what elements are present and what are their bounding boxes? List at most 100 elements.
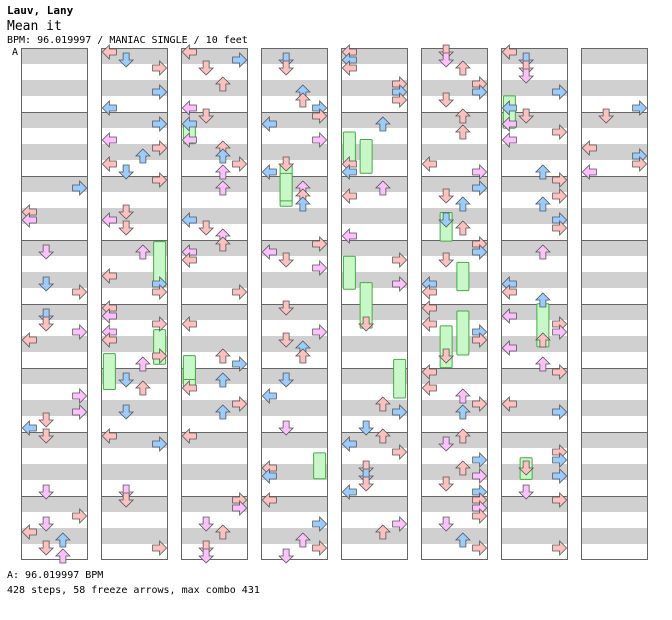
step-arrow (152, 436, 168, 452)
beat-band (581, 240, 648, 256)
step-arrow (152, 116, 168, 132)
step-arrow (232, 356, 248, 372)
freeze-arrow (279, 172, 293, 202)
freeze-arrow (342, 255, 356, 290)
bpm-footer: A: 96.019997 BPM (7, 570, 104, 581)
step-arrow (438, 516, 455, 532)
step-arrow (454, 428, 471, 444)
step-arrow (181, 380, 197, 396)
step-arrow (421, 284, 437, 300)
beat-band (421, 112, 488, 128)
beat-band (421, 48, 488, 64)
step-arrow (501, 284, 517, 300)
step-arrow (472, 332, 488, 348)
step-arrow (501, 100, 517, 116)
beat-band (101, 464, 168, 480)
step-arrow (278, 300, 295, 316)
step-arrow (438, 44, 455, 60)
step-arrow (552, 540, 568, 556)
step-arrow (358, 468, 375, 484)
step-arrow (21, 332, 37, 348)
beat-band (421, 176, 488, 192)
beat-band (101, 144, 168, 160)
beat-band (21, 240, 88, 256)
beat-band (421, 368, 488, 384)
step-arrow (552, 220, 568, 236)
step-arrow (552, 172, 568, 188)
beat-band (501, 432, 568, 448)
beat-band (21, 336, 88, 352)
step-arrow (214, 348, 231, 364)
step-arrow (454, 60, 471, 76)
step-arrow (232, 500, 248, 516)
beat-band (101, 176, 168, 192)
beat-band (101, 80, 168, 96)
beat-band (21, 464, 88, 480)
step-arrow (312, 236, 328, 252)
chart-column (181, 44, 248, 564)
beat-band (181, 496, 248, 512)
beat-band (21, 368, 88, 384)
beat-band (181, 272, 248, 288)
step-arrow (72, 324, 88, 340)
step-arrow (501, 132, 517, 148)
beat-band (181, 304, 248, 320)
step-arrow (341, 60, 357, 76)
step-arrow (181, 252, 197, 268)
beat-band (581, 48, 648, 64)
step-arrow (472, 244, 488, 260)
step-arrow (454, 124, 471, 140)
step-arrow (472, 540, 488, 556)
beat-band (581, 432, 648, 448)
step-arrow (54, 548, 71, 564)
beat-band (261, 208, 328, 224)
beat-band (581, 80, 648, 96)
beat-band (421, 144, 488, 160)
step-arrow (454, 108, 471, 124)
beat-band (421, 208, 488, 224)
step-arrow (472, 164, 488, 180)
step-arrow (421, 316, 437, 332)
step-arrow (38, 428, 55, 444)
beat-band (421, 496, 488, 512)
beat-band (261, 48, 328, 64)
step-arrow (312, 132, 328, 148)
step-arrow (261, 492, 277, 508)
step-arrow (534, 332, 551, 348)
beat-band (21, 80, 88, 96)
step-arrow (152, 172, 168, 188)
step-arrow (358, 420, 375, 436)
step-arrow (181, 100, 197, 116)
chart-column (101, 44, 168, 560)
step-arrow (214, 180, 231, 196)
step-arrow (518, 68, 535, 84)
step-arrow (198, 516, 215, 532)
step-arrow (21, 420, 37, 436)
beat-band (421, 80, 488, 96)
chart-column (421, 44, 488, 560)
step-arrow (38, 276, 55, 292)
beat-band (501, 240, 568, 256)
beat-band (181, 80, 248, 96)
step-arrow (278, 60, 295, 76)
beat-band (261, 144, 328, 160)
step-arrow (38, 484, 55, 500)
step-arrow (294, 92, 311, 108)
step-arrow (552, 124, 568, 140)
chart-meta: BPM: 96.019997 / MANIAC SINGLE / 10 feet (7, 35, 248, 46)
beat-band (181, 368, 248, 384)
beat-band (501, 496, 568, 512)
step-arrow (261, 164, 277, 180)
beat-band (421, 432, 488, 448)
step-arrow (581, 164, 597, 180)
beat-band (581, 528, 648, 544)
beat-band (21, 304, 88, 320)
step-arrow (278, 332, 295, 348)
beat-band (261, 400, 328, 416)
step-arrow (198, 60, 215, 76)
beat-band (21, 208, 88, 224)
step-arrow (198, 220, 215, 236)
step-arrow (438, 92, 455, 108)
step-arrow (374, 524, 391, 540)
step-arrow (278, 252, 295, 268)
